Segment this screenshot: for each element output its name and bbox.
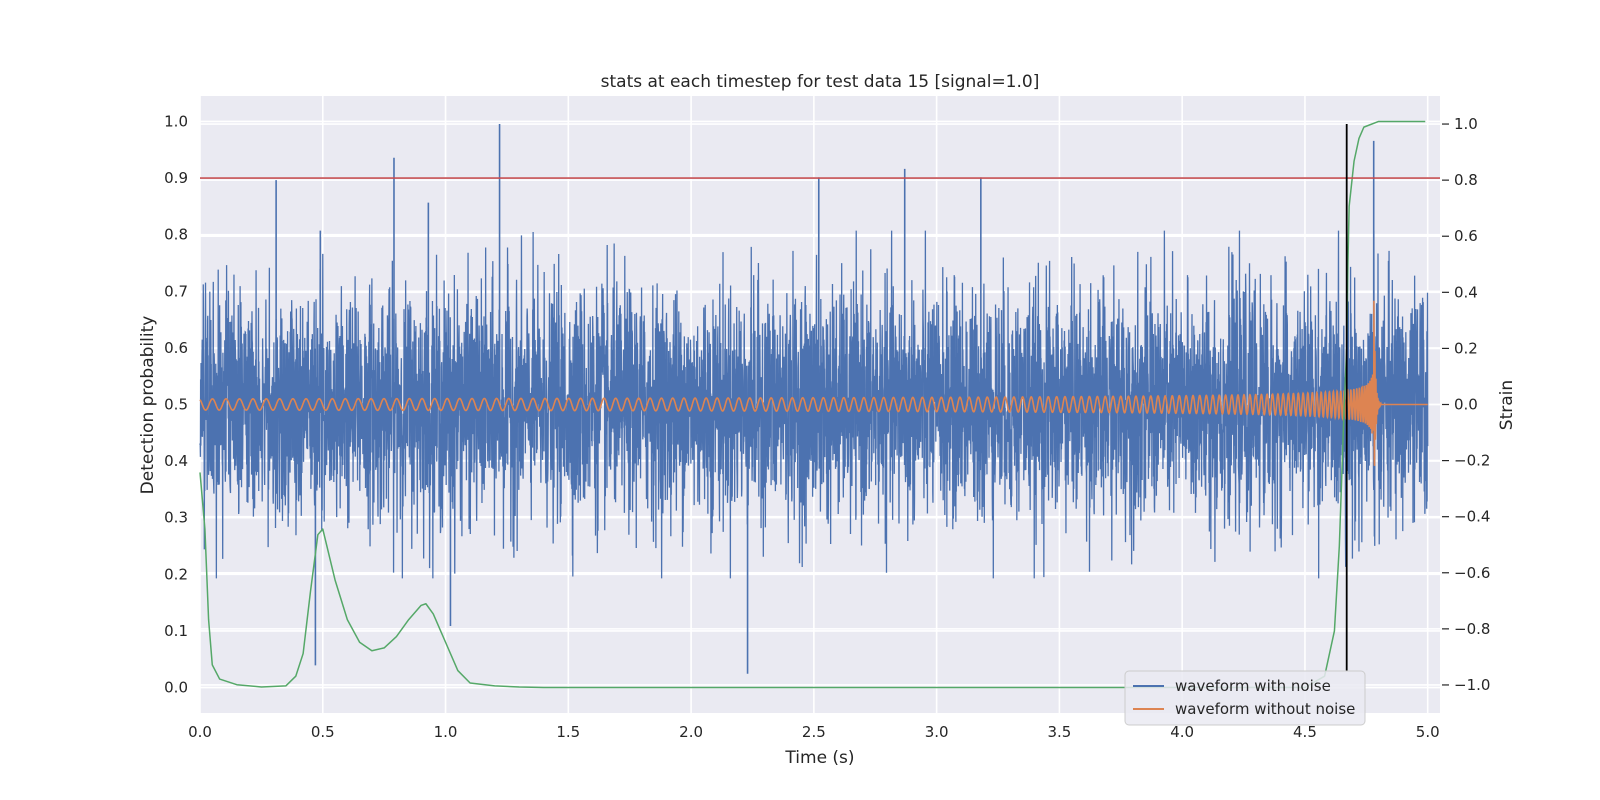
- legend-label-clean: waveform without noise: [1175, 700, 1355, 718]
- x-tick-label: 3.5: [1047, 723, 1071, 741]
- x-tick-label: 0.5: [311, 723, 335, 741]
- x-tick-label: 2.5: [802, 723, 826, 741]
- y-right-tick-label: 0.0: [1454, 396, 1478, 414]
- y-right-axis-label: Strain: [1497, 380, 1517, 430]
- x-tick-label: 3.0: [925, 723, 949, 741]
- y-right-tick-label: −0.6: [1454, 564, 1490, 582]
- x-tick-label: 4.0: [1170, 723, 1194, 741]
- y-left-tick-label: 0.5: [164, 396, 188, 414]
- x-tick-label: 0.0: [188, 723, 212, 741]
- x-tick-label: 4.5: [1293, 723, 1317, 741]
- y-left-tick-label: 0.3: [164, 509, 188, 527]
- y-right-tick-label: 1.0: [1454, 115, 1478, 133]
- y-right-tick-label: −1.0: [1454, 676, 1490, 694]
- y-left-tick-label: 1.0: [164, 112, 188, 130]
- y-left-tick-label: 0.6: [164, 339, 188, 357]
- y-left-tick-label: 0.9: [164, 169, 188, 187]
- y-right-axis-ticks: −1.0 −0.8 −0.6 −0.4 −0.2 0.0 0.2 0.4 0.6 0.8 1.0: [1442, 115, 1490, 694]
- noisy-waveform-line: [199, 230, 1429, 579]
- chart-title: stats at each timestep for test data 15 …: [601, 72, 1040, 92]
- y-right-tick-label: 0.8: [1454, 171, 1478, 189]
- y-left-axis-ticks: 0.0 0.1 0.2 0.3 0.4 0.5 0.6 0.7 0.8 0.9 1.0: [164, 112, 188, 696]
- x-tick-label: 2.0: [679, 723, 703, 741]
- legend: waveform with noise waveform without noi…: [1124, 670, 1366, 726]
- y-right-tick-label: 0.4: [1454, 283, 1478, 301]
- waveform-without-noise-series: [199, 300, 1428, 466]
- y-left-tick-label: 0.0: [164, 679, 188, 697]
- y-right-tick-label: −0.4: [1454, 508, 1490, 526]
- clean-waveform-line: [199, 300, 1428, 466]
- y-left-tick-label: 0.4: [164, 452, 188, 470]
- x-axis-label: Time (s): [784, 748, 854, 768]
- y-right-tick-label: −0.8: [1454, 620, 1490, 638]
- x-tick-label: 5.0: [1416, 723, 1440, 741]
- y-left-tick-label: 0.8: [164, 226, 188, 244]
- y-left-tick-label: 0.7: [164, 282, 188, 300]
- y-right-tick-label: −0.2: [1454, 452, 1490, 470]
- x-tick-label: 1.0: [434, 723, 458, 741]
- y-left-tick-label: 0.1: [164, 622, 188, 640]
- y-right-tick-label: 0.2: [1454, 339, 1478, 357]
- y-right-tick-label: 0.6: [1454, 227, 1478, 245]
- detection-probability-series: [199, 120, 1426, 689]
- y-left-tick-label: 0.2: [164, 565, 188, 583]
- plot-area: [199, 120, 1440, 689]
- x-axis-ticks: 0.0 0.5 1.0 1.5 2.0 2.5 3.0 3.5 4.0 4.5 5.0: [188, 723, 1440, 741]
- legend-label-noisy: waveform with noise: [1175, 677, 1331, 695]
- x-tick-label: 1.5: [556, 723, 580, 741]
- legend-box: [1124, 670, 1366, 726]
- waveform-with-noise-series: [199, 124, 1429, 674]
- y-left-axis-label: Detection probability: [138, 316, 158, 495]
- probability-line: [199, 120, 1426, 689]
